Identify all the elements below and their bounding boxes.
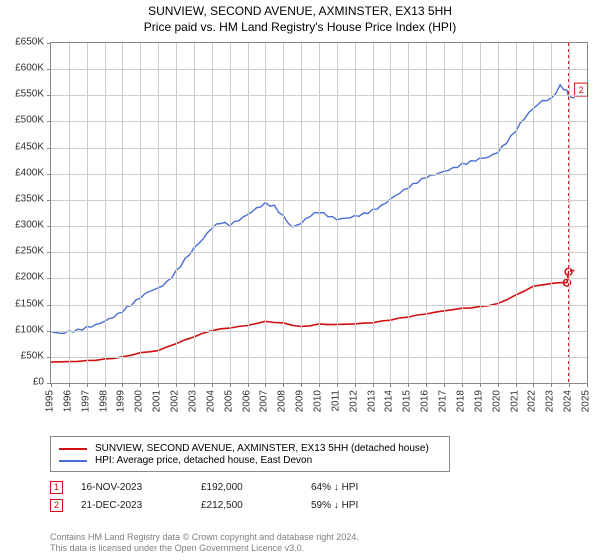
footer-line-2: This data is licensed under the Open Gov… <box>50 543 359 554</box>
x-tick-label: 2006 <box>241 390 252 412</box>
x-tick-label: 2012 <box>348 390 359 412</box>
legend-row-hpi: HPI: Average price, detached house, East… <box>59 455 441 466</box>
y-tick-label: £250K <box>15 246 44 257</box>
x-tick-label: 2019 <box>473 390 484 412</box>
footer-line-1: Contains HM Land Registry data © Crown c… <box>50 532 359 543</box>
y-axis-labels: £0£50K£100K£150K£200K£250K£300K£350K£400… <box>0 42 48 382</box>
svg-text:2: 2 <box>579 85 584 95</box>
x-tick-label: 2020 <box>491 390 502 412</box>
chart-subtitle: Price paid vs. HM Land Registry's House … <box>0 20 600 34</box>
y-tick-label: £0 <box>33 377 44 388</box>
y-tick-label: £350K <box>15 193 44 204</box>
legend-label: SUNVIEW, SECOND AVENUE, AXMINSTER, EX13 … <box>95 443 429 454</box>
x-tick-label: 2002 <box>170 390 181 412</box>
x-tick-label: 1999 <box>116 390 127 412</box>
x-tick-label: 1998 <box>98 390 109 412</box>
x-tick-label: 1996 <box>62 390 73 412</box>
x-tick-label: 2023 <box>545 390 556 412</box>
event-table-row: 1 16-NOV-2023£192,00064% ↓ HPI <box>50 478 431 496</box>
y-tick-label: £650K <box>15 37 44 48</box>
x-tick-label: 2021 <box>509 390 520 412</box>
x-tick-label: 2001 <box>152 390 163 412</box>
event-marker-box: 2 <box>50 499 63 512</box>
x-tick-label: 2007 <box>259 390 270 412</box>
plot-area: 2 <box>50 42 588 384</box>
event-price: £192,000 <box>201 482 311 493</box>
x-tick-label: 2013 <box>366 390 377 412</box>
chart-title: SUNVIEW, SECOND AVENUE, AXMINSTER, EX13 … <box>0 4 600 18</box>
y-tick-label: £400K <box>15 167 44 178</box>
x-tick-label: 2008 <box>277 390 288 412</box>
x-tick-label: 2003 <box>187 390 198 412</box>
legend: SUNVIEW, SECOND AVENUE, AXMINSTER, EX13 … <box>50 436 450 472</box>
x-tick-label: 2022 <box>527 390 538 412</box>
x-axis-labels: 1995199619971998199920002001200220032004… <box>50 384 586 434</box>
chart-container: SUNVIEW, SECOND AVENUE, AXMINSTER, EX13 … <box>0 0 600 560</box>
y-tick-label: £200K <box>15 272 44 283</box>
legend-swatch <box>59 448 87 450</box>
legend-swatch <box>59 460 87 462</box>
event-date: 16-NOV-2023 <box>81 482 201 493</box>
event-date: 21-DEC-2023 <box>81 500 201 511</box>
x-tick-label: 2010 <box>313 390 324 412</box>
x-tick-label: 2016 <box>420 390 431 412</box>
x-tick-label: 2000 <box>134 390 145 412</box>
y-tick-label: £500K <box>15 115 44 126</box>
event-marker-box: 1 <box>50 481 63 494</box>
event-pct: 64% ↓ HPI <box>311 482 431 493</box>
x-tick-label: 2004 <box>205 390 216 412</box>
event-price: £212,500 <box>201 500 311 511</box>
legend-row-property: SUNVIEW, SECOND AVENUE, AXMINSTER, EX13 … <box>59 443 441 454</box>
x-tick-label: 1995 <box>45 390 56 412</box>
event-table: 1 16-NOV-2023£192,00064% ↓ HPI 2 21-DEC-202… <box>50 478 431 514</box>
x-tick-label: 2011 <box>330 390 341 412</box>
y-tick-label: £50K <box>21 350 44 361</box>
x-tick-label: 2024 <box>563 390 574 412</box>
titles: SUNVIEW, SECOND AVENUE, AXMINSTER, EX13 … <box>0 0 600 34</box>
footer: Contains HM Land Registry data © Crown c… <box>50 532 359 555</box>
y-tick-label: £600K <box>15 63 44 74</box>
y-tick-label: £300K <box>15 220 44 231</box>
y-tick-label: £450K <box>15 141 44 152</box>
y-tick-label: £100K <box>15 324 44 335</box>
event-label-2: 2 <box>575 83 588 96</box>
event-pct: 59% ↓ HPI <box>311 500 431 511</box>
x-tick-label: 2025 <box>581 390 592 412</box>
legend-label: HPI: Average price, detached house, East… <box>95 455 312 466</box>
x-tick-label: 2018 <box>455 390 466 412</box>
x-tick-label: 2015 <box>402 390 413 412</box>
y-tick-label: £150K <box>15 298 44 309</box>
x-tick-label: 2017 <box>438 390 449 412</box>
series-property <box>51 271 575 363</box>
x-tick-label: 2009 <box>295 390 306 412</box>
event-table-row: 2 21-DEC-2023£212,50059% ↓ HPI <box>50 496 431 514</box>
x-tick-label: 1997 <box>80 390 91 412</box>
x-tick-label: 2005 <box>223 390 234 412</box>
x-tick-label: 2014 <box>384 390 395 412</box>
y-tick-label: £550K <box>15 89 44 100</box>
